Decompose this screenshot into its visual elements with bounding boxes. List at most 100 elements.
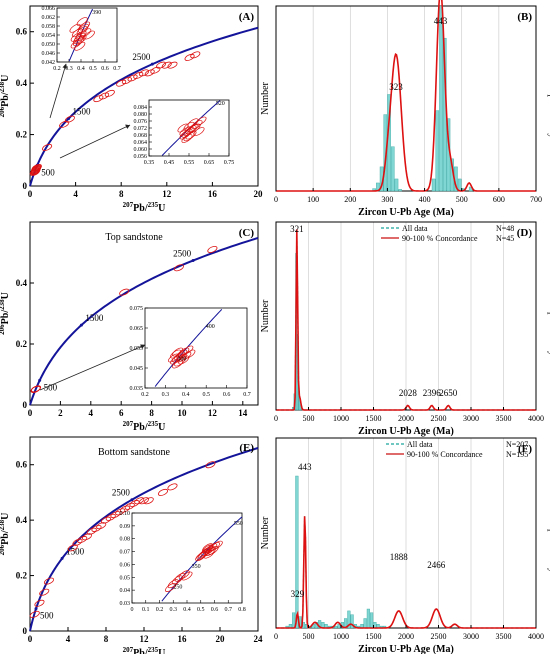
x-tick-label: 4000	[528, 414, 544, 423]
inset-x-tick-label: 0.3	[162, 392, 170, 398]
y-axis-label: Number	[260, 81, 271, 114]
inset-ellipse	[76, 17, 88, 26]
data-ellipse	[77, 536, 88, 544]
inset-ellipse	[172, 359, 184, 369]
inset-y-tick-label: 0.075	[130, 306, 144, 312]
inset-ellipse	[74, 41, 86, 51]
x-tick-label: 2500	[431, 632, 447, 641]
peak-label: 323	[389, 82, 403, 92]
y-axis-label: Number	[260, 299, 271, 332]
x-tick-label: 2	[58, 408, 63, 418]
inset-x-tick-label: 0.55	[184, 160, 195, 166]
age-marker	[38, 378, 42, 382]
x-tick-label: 2000	[398, 414, 414, 423]
inset-frame	[144, 307, 248, 389]
label-part: Pb	[133, 203, 145, 214]
inset-y-tick-label: 0.10	[120, 511, 131, 517]
inset-y-tick-label: 0.072	[134, 126, 148, 132]
label-superscript: 206	[0, 544, 6, 555]
x-tick-label: 3500	[496, 632, 512, 641]
histogram-bar	[350, 614, 354, 629]
histogram-bar	[334, 625, 338, 629]
x-tick-label: 1500	[366, 632, 382, 641]
label-part: /	[144, 422, 148, 433]
inset-ellipse	[69, 23, 81, 33]
age-label: 1500	[73, 107, 92, 117]
data-ellipse	[150, 66, 161, 74]
x-tick-label: 3000	[463, 414, 479, 423]
x-axis-label: 207Pb/235U	[123, 420, 166, 433]
inset-age-label: 550	[234, 521, 243, 527]
inset-x-tick-label: 0.7	[243, 392, 251, 398]
y-tick-label: 0	[23, 400, 28, 410]
x-tick-label: 4000	[528, 632, 544, 641]
inset-x-tick-label: 0.6	[101, 66, 109, 72]
age-marker	[130, 498, 134, 502]
plot-frame	[29, 5, 259, 187]
inset-y-tick-label: 0.046	[42, 51, 56, 57]
inset-y-tick-label: 0.066	[42, 6, 56, 12]
label-part: Pb	[0, 95, 11, 107]
inset-frame	[131, 512, 243, 604]
histogram-panel-5: 0 500 1000 1500 2000 2500 3000 3500 4000 Zircon U…	[260, 437, 550, 654]
inset-y-tick-label: 0.042	[42, 60, 56, 66]
y-axis-label: Number	[260, 516, 271, 549]
age-marker	[79, 323, 83, 327]
inset-ellipse	[182, 345, 194, 355]
data-ellipse	[124, 502, 135, 510]
x-tick-label: 2000	[398, 632, 414, 641]
panel-letter: (C)	[239, 227, 255, 239]
inset-ellipse	[171, 575, 183, 585]
plot-frame	[29, 221, 259, 406]
inset-x-tick-label: 0.3	[65, 66, 73, 72]
histogram-bar	[398, 189, 402, 192]
label-superscript: 238	[0, 519, 6, 530]
histogram-bar	[347, 610, 351, 629]
legend-count: N=207	[506, 440, 528, 449]
y-tick-label: 0.2	[16, 130, 28, 140]
label-superscript: 206	[0, 106, 6, 117]
data-ellipse	[167, 61, 178, 69]
data-ellipse	[105, 513, 116, 521]
data-ellipse	[167, 483, 178, 491]
label-superscript: 206	[0, 324, 6, 335]
inset-ellipse	[184, 349, 196, 359]
inset-x-tick-label: 0.8	[238, 607, 246, 613]
data-ellipse	[72, 538, 83, 546]
legend-label: All data	[402, 224, 428, 233]
age-marker	[60, 556, 64, 560]
label-part: U	[0, 75, 11, 82]
inset-x-tick-label: 0.75	[224, 160, 235, 166]
legend-count: N=195	[506, 450, 528, 459]
inset-x-tick-label: 0	[131, 607, 134, 613]
inset-ellipse	[202, 543, 214, 553]
inset-plot: 0.2 0.3 0.4 0.5 0.6 0.7 0.042 0.046 0.050 0.054 0.…	[42, 6, 121, 72]
histogram-bar	[390, 146, 395, 192]
y-tick-label: 0.4	[16, 515, 28, 525]
concordia-panel-2: 0 2 4 6 8 10 12 1400.20.450015002500207Pb/235U2…	[0, 221, 259, 433]
data-ellipse	[133, 71, 144, 79]
inset-x-tick-label: 0.2	[53, 66, 61, 72]
label-part: Pb	[133, 422, 145, 433]
peak-label: 1888	[390, 552, 409, 562]
inset-age-label: 250	[173, 585, 182, 591]
inset-x-tick-label: 0.5	[197, 607, 205, 613]
x-tick-label: 0	[28, 408, 33, 418]
inset-ellipse	[83, 30, 95, 40]
label-superscript: 235	[148, 420, 159, 428]
inset-age-label: 300	[177, 357, 186, 363]
plot-frame	[275, 5, 537, 192]
inset-y-tick-label: 0.07	[120, 550, 131, 556]
inset-y-tick-label: 0.035	[130, 386, 144, 392]
inset-ellipse	[203, 549, 215, 559]
age-label: 1500	[85, 313, 104, 323]
data-ellipse	[184, 53, 195, 61]
data-ellipse	[205, 461, 216, 469]
legend-label: 90-100 % Concordance	[402, 234, 478, 243]
x-tick-label: 20	[254, 189, 264, 199]
label-part: U	[158, 648, 165, 654]
x-tick-label: 12	[140, 634, 150, 644]
y-tick-label: 0.2	[16, 571, 28, 581]
x-tick-label: 500	[303, 414, 315, 423]
inset-x-tick-label: 0.6	[211, 607, 219, 613]
